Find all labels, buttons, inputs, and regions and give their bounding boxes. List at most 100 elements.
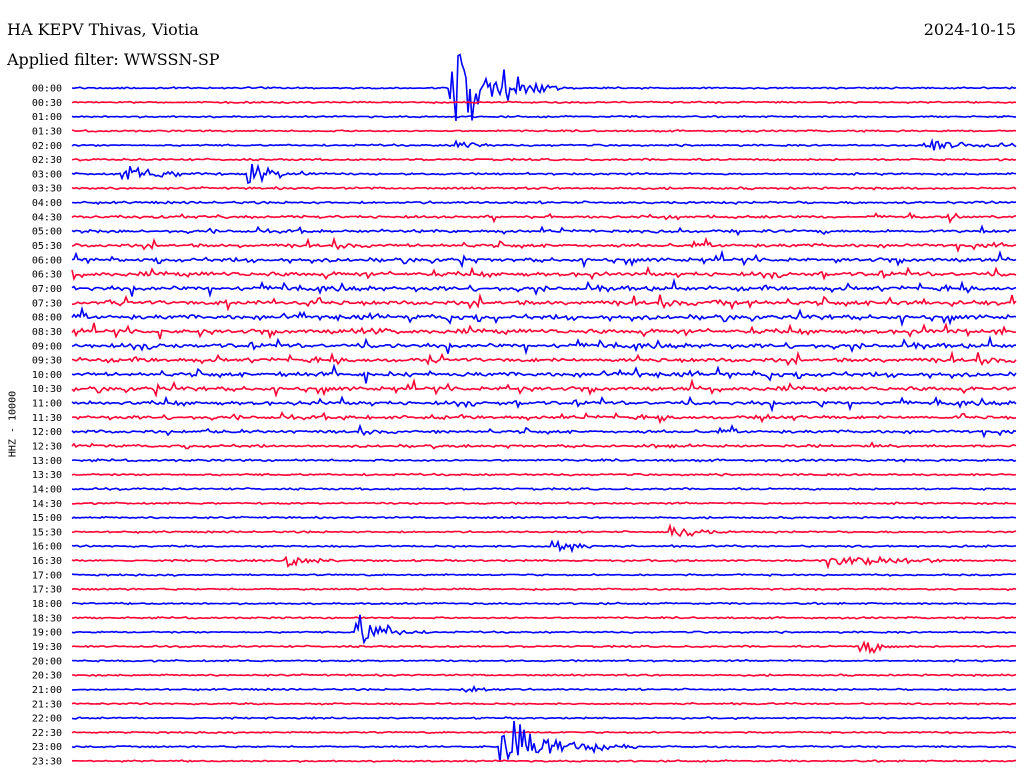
trace-row-0030 <box>71 100 1017 105</box>
trace-row-1930 <box>71 640 1017 655</box>
row-label-1630: 16:30 <box>32 556 62 567</box>
trace-row-1500 <box>71 515 1017 520</box>
trace-row-0000 <box>71 53 1017 121</box>
trace-row-0230 <box>71 157 1017 162</box>
row-label-0030: 00:30 <box>32 98 62 109</box>
row-label-0300: 03:00 <box>32 169 62 180</box>
trace-row-1530 <box>71 522 1017 538</box>
row-label-1700: 17:00 <box>32 570 62 581</box>
trace-row-0800 <box>71 305 1016 328</box>
row-label-0730: 07:30 <box>32 298 62 309</box>
channel-axis-label: HHZ - 10000 <box>3 391 19 457</box>
row-label-1900: 19:00 <box>32 628 62 639</box>
row-label-0600: 06:00 <box>32 255 62 266</box>
row-labels: 00:00 00:30 01:00 01:30 02:00 02:30 03:00 03:30… <box>32 84 62 768</box>
row-label-0900: 09:00 <box>32 341 62 352</box>
row-label-0400: 04:00 <box>32 198 62 209</box>
trace-row-0400 <box>71 200 1017 206</box>
trace-row-0630 <box>71 265 1017 282</box>
row-label-0500: 05:00 <box>32 227 62 238</box>
filter-label: Applied filter: WWSSN-SP <box>7 50 220 69</box>
trace-row-0200 <box>71 137 1017 151</box>
trace-row-1030 <box>71 377 1017 398</box>
trace-row-2330 <box>71 759 1017 763</box>
trace-row-2000 <box>71 658 1017 663</box>
row-label-1430: 14:30 <box>32 499 62 510</box>
trace-row-0900 <box>71 335 1017 356</box>
trace-row-2130 <box>71 701 1017 706</box>
trace-row-1230 <box>71 441 1017 450</box>
row-label-1800: 18:00 <box>32 599 62 610</box>
row-label-2200: 22:00 <box>32 714 62 725</box>
trace-row-0530 <box>71 236 1017 254</box>
row-label-2100: 21:00 <box>32 685 62 696</box>
row-label-0830: 08:30 <box>32 327 62 338</box>
row-label-1100: 11:00 <box>32 399 62 410</box>
trace-row-0930 <box>71 350 1017 367</box>
seismic-traces <box>71 53 1017 763</box>
trace-row-0830 <box>71 322 1017 340</box>
row-label-1600: 16:00 <box>32 542 62 553</box>
row-label-2230: 22:30 <box>32 728 62 739</box>
date-label: 2024-10-15 <box>923 20 1016 39</box>
trace-row-2100 <box>71 685 1017 693</box>
trace-row-0500 <box>71 224 1017 237</box>
row-label-0430: 04:30 <box>32 212 62 223</box>
row-label-0130: 01:30 <box>32 126 62 137</box>
row-label-1500: 15:00 <box>32 513 62 524</box>
trace-row-1400 <box>71 486 1017 491</box>
row-label-1130: 11:30 <box>32 413 62 424</box>
trace-row-1330 <box>71 472 1017 477</box>
row-label-0700: 07:00 <box>32 284 62 295</box>
trace-row-1830 <box>71 615 1017 620</box>
row-label-1030: 10:30 <box>32 384 62 395</box>
row-label-2000: 20:00 <box>32 656 62 667</box>
trace-row-0600 <box>71 249 1017 269</box>
trace-row-1730 <box>71 587 1017 592</box>
row-label-1000: 10:00 <box>32 370 62 381</box>
row-label-0200: 02:00 <box>32 141 62 152</box>
trace-row-1900 <box>71 614 1017 645</box>
trace-row-0330 <box>71 185 1017 191</box>
channel-label: HHZ - 10000 <box>7 390 19 458</box>
row-label-2300: 23:00 <box>32 742 62 753</box>
trace-row-1430 <box>71 501 1017 506</box>
row-label-1830: 18:30 <box>32 613 62 624</box>
trace-row-1700 <box>71 572 1017 577</box>
row-label-1330: 13:30 <box>32 470 62 481</box>
trace-row-0300 <box>71 163 1017 185</box>
trace-row-1130 <box>71 411 1017 425</box>
trace-row-0730 <box>71 292 1017 312</box>
row-label-0930: 09:30 <box>32 356 62 367</box>
row-label-0800: 08:00 <box>32 313 62 324</box>
trace-row-1100 <box>71 395 1017 413</box>
trace-row-0430 <box>71 211 1017 224</box>
row-label-0330: 03:30 <box>32 184 62 195</box>
row-label-1930: 19:30 <box>32 642 62 653</box>
row-label-0230: 02:30 <box>32 155 62 166</box>
row-label-0000: 00:00 <box>32 84 62 95</box>
trace-row-2200 <box>71 716 1017 721</box>
row-label-1200: 12:00 <box>32 427 62 438</box>
trace-row-1200 <box>71 423 1017 439</box>
row-label-0530: 05:30 <box>32 241 62 252</box>
row-label-1230: 12:30 <box>32 442 62 453</box>
trace-row-2230 <box>71 730 1017 735</box>
trace-row-2300 <box>71 720 1017 763</box>
trace-row-1600 <box>71 539 1017 554</box>
trace-row-1000 <box>71 363 1017 384</box>
row-label-1530: 15:30 <box>32 527 62 538</box>
trace-row-0700 <box>71 277 1017 299</box>
trace-row-0130 <box>71 129 1017 134</box>
row-label-0630: 06:30 <box>32 270 62 281</box>
row-label-1730: 17:30 <box>32 585 62 596</box>
trace-row-1300 <box>71 458 1017 463</box>
row-label-1400: 14:00 <box>32 484 62 495</box>
row-label-0100: 01:00 <box>32 112 62 123</box>
trace-row-1800 <box>71 601 1017 606</box>
station-title: HA KEPV Thivas, Viotia <box>7 20 199 39</box>
trace-row-0100 <box>71 114 1016 119</box>
trace-row-2030 <box>71 673 1017 678</box>
row-label-2130: 21:30 <box>32 699 62 710</box>
